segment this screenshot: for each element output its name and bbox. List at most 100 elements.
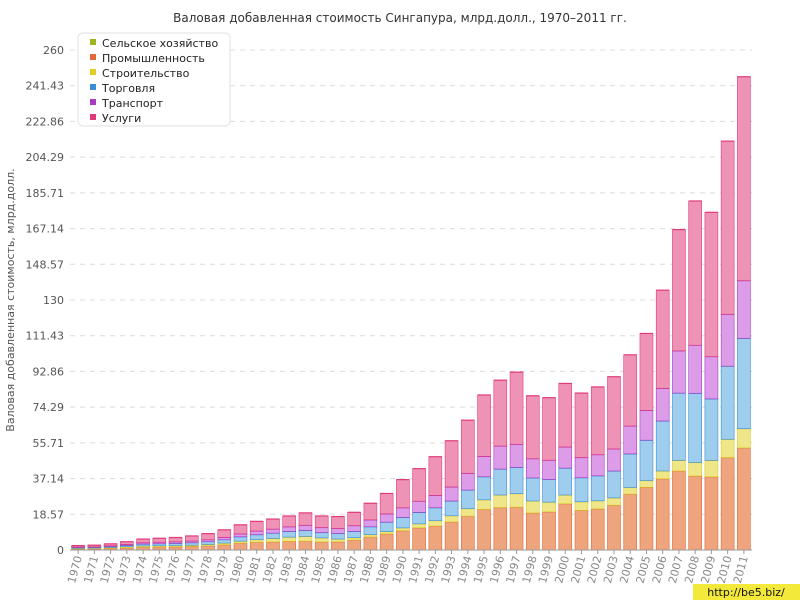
bar-segment[interactable]: [379, 533, 394, 551]
bar-segment[interactable]: [558, 446, 573, 469]
bar-segment[interactable]: [688, 200, 702, 346]
bar-segment[interactable]: [233, 542, 248, 551]
bar-segment[interactable]: [396, 517, 410, 529]
bar-segment[interactable]: [672, 470, 686, 551]
bar-segment[interactable]: [184, 535, 199, 542]
bar-segment[interactable]: [639, 333, 654, 411]
bar-segment[interactable]: [347, 512, 361, 526]
bar-segment[interactable]: [672, 460, 686, 472]
bar-segment[interactable]: [461, 419, 475, 474]
bar-segment[interactable]: [720, 313, 735, 367]
watermark[interactable]: http://be5.biz/: [693, 584, 800, 600]
bar-segment[interactable]: [412, 500, 426, 513]
bar-segment[interactable]: [347, 531, 361, 538]
bar-segment[interactable]: [720, 438, 735, 458]
bar-segment[interactable]: [509, 467, 524, 494]
bar-segment[interactable]: [314, 537, 329, 543]
bar-segment[interactable]: [558, 503, 573, 551]
bar-segment[interactable]: [509, 443, 524, 468]
legend-item[interactable]: Услуги: [90, 112, 141, 125]
bar-segment[interactable]: [542, 479, 556, 503]
bar-segment[interactable]: [282, 536, 297, 542]
watermark-link[interactable]: http://be5.biz/: [707, 586, 785, 599]
bar-segment[interactable]: [574, 457, 589, 478]
bar-segment[interactable]: [363, 526, 378, 535]
bar-segment[interactable]: [412, 527, 426, 551]
bar-segment[interactable]: [168, 537, 183, 543]
bar-segment[interactable]: [282, 526, 297, 532]
bar-segment[interactable]: [525, 477, 540, 502]
bar-segment[interactable]: [379, 493, 394, 515]
bar-segment[interactable]: [461, 508, 475, 517]
bar-segment[interactable]: [607, 448, 621, 472]
bar-segment[interactable]: [233, 536, 248, 542]
bar-segment[interactable]: [655, 387, 670, 422]
bar-segment[interactable]: [347, 539, 361, 551]
bar-segment[interactable]: [493, 468, 508, 496]
bar-segment[interactable]: [720, 140, 735, 315]
bar-segment[interactable]: [314, 541, 329, 551]
bar-segment[interactable]: [347, 525, 361, 532]
bar-segment[interactable]: [379, 521, 394, 532]
bar-segment[interactable]: [461, 489, 475, 509]
bar-segment[interactable]: [525, 458, 540, 479]
bar-segment[interactable]: [704, 460, 719, 478]
bar-segment[interactable]: [331, 533, 345, 540]
bar-segment[interactable]: [363, 536, 378, 551]
bar-segment[interactable]: [607, 504, 621, 551]
bar-segment[interactable]: [396, 479, 410, 508]
bar-segment[interactable]: [607, 376, 621, 450]
bar-segment[interactable]: [249, 521, 264, 532]
legend-item[interactable]: Торговля: [90, 82, 155, 95]
bar-segment[interactable]: [444, 440, 459, 488]
bar-segment[interactable]: [493, 494, 508, 508]
bar-segment[interactable]: [266, 541, 280, 551]
bar-segment[interactable]: [623, 453, 638, 488]
bar-segment[interactable]: [298, 512, 313, 526]
bar-segment[interactable]: [217, 544, 232, 551]
bar-segment[interactable]: [396, 507, 410, 518]
bar-segment[interactable]: [574, 510, 589, 551]
bar-segment[interactable]: [590, 386, 605, 455]
bar-segment[interactable]: [688, 344, 702, 394]
bar-segment[interactable]: [525, 512, 540, 551]
bar-segment[interactable]: [314, 527, 329, 533]
bar-segment[interactable]: [493, 445, 508, 470]
bar-segment[interactable]: [477, 394, 491, 457]
bar-segment[interactable]: [655, 420, 670, 472]
legend-item[interactable]: Транспорт: [90, 97, 164, 110]
bar-segment[interactable]: [558, 494, 573, 504]
bar-segment[interactable]: [558, 383, 573, 448]
bar-segment[interactable]: [672, 350, 686, 394]
bar-segment[interactable]: [461, 515, 475, 551]
bar-segment[interactable]: [509, 493, 524, 508]
bar-segment[interactable]: [477, 499, 491, 510]
bar-segment[interactable]: [493, 379, 508, 447]
bar-segment[interactable]: [542, 397, 556, 461]
bar-segment[interactable]: [623, 425, 638, 455]
bar-segment[interactable]: [477, 456, 491, 478]
bar-segment[interactable]: [249, 534, 264, 540]
bar-segment[interactable]: [396, 530, 410, 551]
bar-segment[interactable]: [688, 462, 702, 477]
bar-segment[interactable]: [590, 500, 605, 510]
bar-segment[interactable]: [672, 392, 686, 461]
bar-segment[interactable]: [542, 459, 556, 480]
bar-segment[interactable]: [477, 476, 491, 501]
bar-segment[interactable]: [542, 511, 556, 551]
bar-segment[interactable]: [574, 501, 589, 511]
bar-segment[interactable]: [298, 540, 313, 551]
bar-segment[interactable]: [282, 515, 297, 528]
bar-segment[interactable]: [233, 524, 248, 535]
bar-segment[interactable]: [314, 532, 329, 539]
bar-segment[interactable]: [412, 512, 426, 525]
bar-segment[interactable]: [266, 528, 280, 534]
bar-segment[interactable]: [282, 531, 297, 538]
bar-segment[interactable]: [542, 501, 556, 513]
bar-segment[interactable]: [688, 392, 702, 463]
bar-segment[interactable]: [639, 410, 654, 441]
bar-segment[interactable]: [737, 337, 751, 429]
bar-segment[interactable]: [493, 507, 508, 551]
bar-segment[interactable]: [331, 516, 345, 529]
bar-segment[interactable]: [249, 541, 264, 551]
